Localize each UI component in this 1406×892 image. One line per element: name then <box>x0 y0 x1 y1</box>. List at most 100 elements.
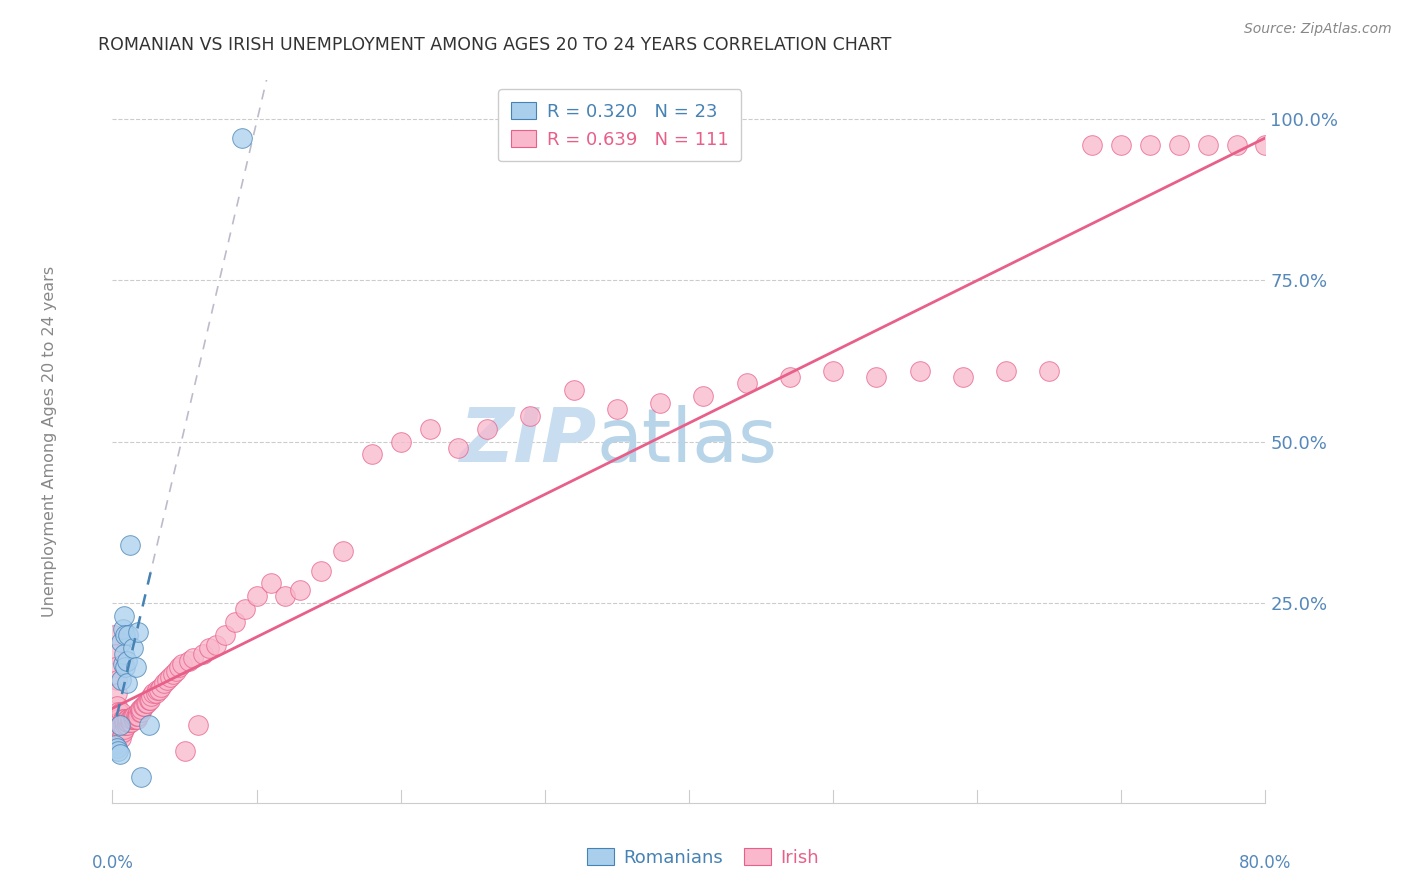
Point <box>1111 137 1133 152</box>
Point <box>115 654 138 668</box>
Point <box>224 615 246 630</box>
Point <box>274 590 297 604</box>
Text: Source: ZipAtlas.com: Source: ZipAtlas.com <box>1244 22 1392 37</box>
Point <box>1369 137 1392 152</box>
Point <box>165 664 187 678</box>
Text: 80.0%: 80.0% <box>1239 855 1292 872</box>
Point <box>118 712 141 726</box>
Point <box>156 673 179 688</box>
Point <box>108 747 131 762</box>
Point <box>1038 363 1060 377</box>
Point <box>198 640 221 655</box>
Point <box>142 686 165 700</box>
Point <box>153 676 176 690</box>
Point <box>952 370 974 384</box>
Point <box>389 434 412 449</box>
Point <box>105 686 128 700</box>
Point <box>117 628 139 642</box>
Point <box>138 718 160 732</box>
Point <box>606 402 628 417</box>
Point <box>125 712 148 726</box>
Text: atlas: atlas <box>596 405 778 478</box>
Point <box>186 718 208 732</box>
Point <box>108 718 131 732</box>
Point <box>114 628 136 642</box>
Point <box>141 690 163 704</box>
Point <box>205 638 228 652</box>
Point <box>136 696 159 710</box>
Point <box>908 363 931 377</box>
Point <box>159 670 181 684</box>
Point <box>138 692 160 706</box>
Point <box>170 657 193 672</box>
Point <box>122 708 145 723</box>
Point <box>118 715 141 730</box>
Point <box>447 441 470 455</box>
Point <box>1312 137 1334 152</box>
Point <box>111 724 134 739</box>
Point <box>145 686 167 700</box>
Point <box>134 699 156 714</box>
Point <box>124 712 146 726</box>
Point <box>246 590 269 604</box>
Point <box>1139 137 1161 152</box>
Point <box>419 422 441 436</box>
Point <box>124 660 146 674</box>
Point <box>112 648 135 662</box>
Point <box>105 741 128 756</box>
Point <box>112 712 135 726</box>
Point <box>107 744 129 758</box>
Point <box>110 706 132 720</box>
Point <box>108 718 131 732</box>
Point <box>104 660 127 674</box>
Point <box>167 660 190 674</box>
Point <box>332 544 354 558</box>
Point <box>115 715 138 730</box>
Point <box>108 724 131 739</box>
Point <box>779 370 801 384</box>
Point <box>115 676 138 690</box>
Point <box>110 731 132 746</box>
Point <box>260 576 283 591</box>
Text: Unemployment Among Ages 20 to 24 years: Unemployment Among Ages 20 to 24 years <box>42 266 56 617</box>
Point <box>103 628 125 642</box>
Point <box>177 654 200 668</box>
Point <box>1081 137 1104 152</box>
Point <box>112 608 135 623</box>
Legend: Romanians, Irish: Romanians, Irish <box>579 841 827 874</box>
Point <box>1341 137 1364 152</box>
Point <box>110 718 132 732</box>
Point <box>150 680 173 694</box>
Point <box>107 706 129 720</box>
Point <box>519 409 541 423</box>
Point <box>107 712 129 726</box>
Point <box>105 673 128 688</box>
Point <box>821 363 844 377</box>
Point <box>735 376 758 391</box>
Point <box>146 682 169 697</box>
Point <box>107 715 129 730</box>
Point <box>114 660 136 674</box>
Point <box>128 702 150 716</box>
Point <box>692 389 714 403</box>
Point <box>115 712 138 726</box>
Point <box>108 728 131 742</box>
Text: ROMANIAN VS IRISH UNEMPLOYMENT AMONG AGES 20 TO 24 YEARS CORRELATION CHART: ROMANIAN VS IRISH UNEMPLOYMENT AMONG AGE… <box>98 36 891 54</box>
Point <box>1226 137 1249 152</box>
Point <box>104 738 127 752</box>
Point <box>110 634 132 648</box>
Point <box>995 363 1018 377</box>
Point <box>120 715 142 730</box>
Point <box>118 538 141 552</box>
Point <box>112 722 135 736</box>
Point <box>129 702 153 716</box>
Point <box>121 712 143 726</box>
Point <box>214 628 236 642</box>
Point <box>650 396 672 410</box>
Point <box>112 715 135 730</box>
Point <box>173 744 195 758</box>
Point <box>121 708 143 723</box>
Point <box>114 715 136 730</box>
Point <box>115 718 138 732</box>
Point <box>288 582 311 597</box>
